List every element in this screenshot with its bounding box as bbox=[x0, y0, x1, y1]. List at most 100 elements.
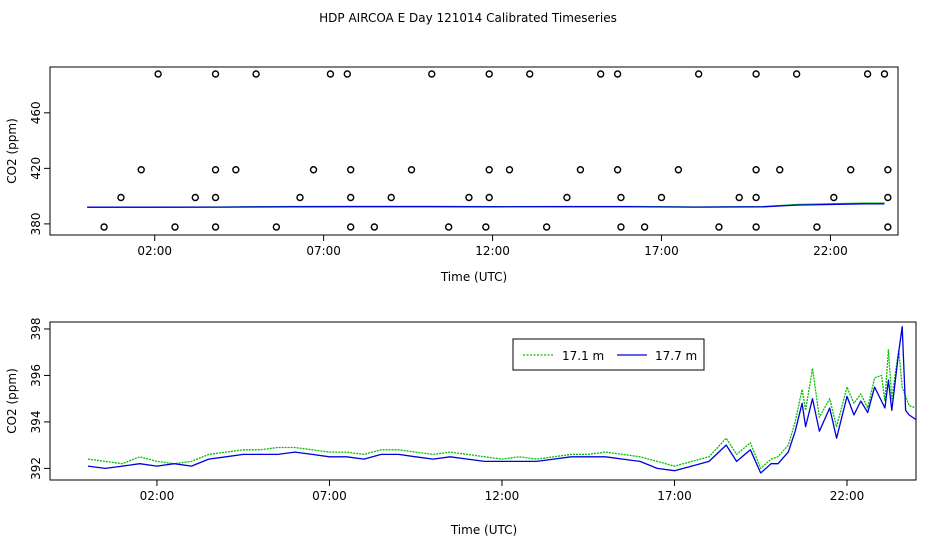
marker-circle bbox=[880, 70, 889, 78]
series-17-7-line bbox=[87, 203, 885, 208]
marker-circle bbox=[847, 166, 855, 174]
marker-circle bbox=[137, 166, 145, 174]
marker-circle bbox=[211, 70, 220, 78]
marker-circle bbox=[346, 193, 355, 202]
marker-circle bbox=[640, 223, 649, 231]
marker-circle bbox=[830, 193, 838, 202]
bottom-y-label: CO2 (ppm) bbox=[5, 368, 19, 434]
marker-circle bbox=[752, 193, 760, 202]
marker-circle bbox=[272, 223, 281, 231]
marker-circle bbox=[171, 223, 179, 231]
y-tick-label: 396 bbox=[29, 364, 43, 387]
marker-circle bbox=[735, 193, 743, 202]
marker-circle bbox=[657, 193, 666, 202]
marker-circle bbox=[485, 70, 493, 78]
marker-circle bbox=[465, 193, 473, 202]
x-tick-label: 07:00 bbox=[312, 489, 347, 503]
marker-circle bbox=[884, 166, 892, 174]
y-tick-label: 394 bbox=[29, 410, 43, 433]
x-tick-label: 22:00 bbox=[813, 244, 848, 258]
y-tick-label: 398 bbox=[29, 318, 43, 341]
marker-circle bbox=[863, 70, 872, 78]
marker-circle bbox=[563, 193, 571, 202]
x-tick-label: 17:00 bbox=[657, 489, 692, 503]
marker-circle bbox=[617, 223, 625, 231]
top-markers bbox=[100, 70, 892, 231]
marker-circle bbox=[884, 193, 892, 202]
top-series-lines bbox=[87, 202, 885, 208]
marker-circle bbox=[191, 193, 199, 202]
marker-circle bbox=[232, 166, 240, 174]
bottom-x-label: Time (UTC) bbox=[450, 523, 517, 537]
marker-circle bbox=[752, 166, 760, 174]
bottom-panel: 02:00 07:00 12:00 17:00 22:00 392 394 396 398 T… bbox=[5, 318, 917, 537]
marker-circle bbox=[346, 223, 355, 231]
marker-circle bbox=[482, 223, 490, 231]
marker-circle bbox=[343, 70, 352, 78]
bottom-plot-frame bbox=[49, 321, 917, 481]
series-17-7-line bbox=[87, 325, 917, 474]
marker-circle bbox=[613, 70, 622, 78]
legend-label-17-1: 17.1 m bbox=[562, 349, 604, 363]
marker-circle bbox=[296, 193, 304, 202]
marker-circle bbox=[154, 70, 162, 78]
marker-circle bbox=[211, 223, 220, 231]
marker-circle bbox=[752, 70, 760, 78]
top-x-label: Time (UTC) bbox=[440, 270, 507, 284]
x-tick-label: 17:00 bbox=[644, 244, 679, 258]
x-tick-label: 02:00 bbox=[140, 489, 175, 503]
x-tick-label: 12:00 bbox=[475, 244, 510, 258]
y-tick-label: 460 bbox=[29, 101, 43, 124]
marker-circle bbox=[444, 223, 453, 231]
x-tick-label: 02:00 bbox=[137, 244, 172, 258]
top-y-axis: 380 420 460 bbox=[29, 101, 50, 235]
marker-circle bbox=[596, 70, 605, 78]
marker-circle bbox=[100, 223, 108, 231]
marker-circle bbox=[485, 166, 493, 174]
top-plot-frame bbox=[49, 66, 899, 236]
marker-circle bbox=[792, 70, 801, 78]
marker-circle bbox=[346, 166, 355, 174]
bottom-series-lines bbox=[87, 325, 917, 474]
marker-circle bbox=[252, 70, 260, 78]
marker-circle bbox=[407, 166, 416, 174]
top-x-axis: 02:00 07:00 12:00 17:00 22:00 bbox=[137, 235, 848, 258]
x-tick-label: 07:00 bbox=[306, 244, 341, 258]
marker-circle bbox=[674, 166, 683, 174]
legend: 17.1 m 17.7 m bbox=[512, 338, 705, 371]
bottom-y-axis: 392 394 396 398 bbox=[29, 318, 50, 480]
legend-label-17-7: 17.7 m bbox=[655, 349, 697, 363]
marker-circle bbox=[117, 193, 125, 202]
marker-circle bbox=[617, 193, 625, 202]
x-tick-label: 12:00 bbox=[485, 489, 520, 503]
y-tick-label: 380 bbox=[29, 212, 43, 235]
top-y-label: CO2 (ppm) bbox=[5, 118, 19, 184]
top-panel: 02:00 07:00 12:00 17:00 22:00 380 420 460 Time… bbox=[5, 66, 899, 284]
marker-circle bbox=[309, 166, 318, 174]
marker-circle bbox=[505, 166, 514, 174]
y-tick-label: 392 bbox=[29, 457, 43, 480]
marker-circle bbox=[428, 70, 436, 78]
marker-circle bbox=[884, 223, 892, 231]
marker-circle bbox=[526, 70, 534, 78]
marker-circle bbox=[387, 193, 395, 202]
x-tick-label: 22:00 bbox=[830, 489, 865, 503]
series-17-1-line bbox=[87, 349, 917, 470]
marker-circle bbox=[715, 223, 723, 231]
chart-title: HDP AIRCOA E Day 121014 Calibrated Times… bbox=[319, 11, 617, 25]
marker-circle bbox=[326, 70, 335, 78]
marker-circle bbox=[485, 193, 493, 202]
marker-circle bbox=[370, 223, 379, 231]
marker-circle bbox=[576, 166, 585, 174]
marker-circle bbox=[752, 223, 760, 231]
marker-circle bbox=[542, 223, 551, 231]
marker-circle bbox=[776, 166, 784, 174]
marker-circle bbox=[211, 193, 220, 202]
y-tick-label: 420 bbox=[29, 157, 43, 180]
marker-circle bbox=[694, 70, 703, 78]
bottom-x-axis: 02:00 07:00 12:00 17:00 22:00 bbox=[140, 480, 865, 503]
marker-circle bbox=[813, 223, 821, 231]
marker-circle bbox=[211, 166, 220, 174]
marker-circle bbox=[613, 166, 622, 174]
